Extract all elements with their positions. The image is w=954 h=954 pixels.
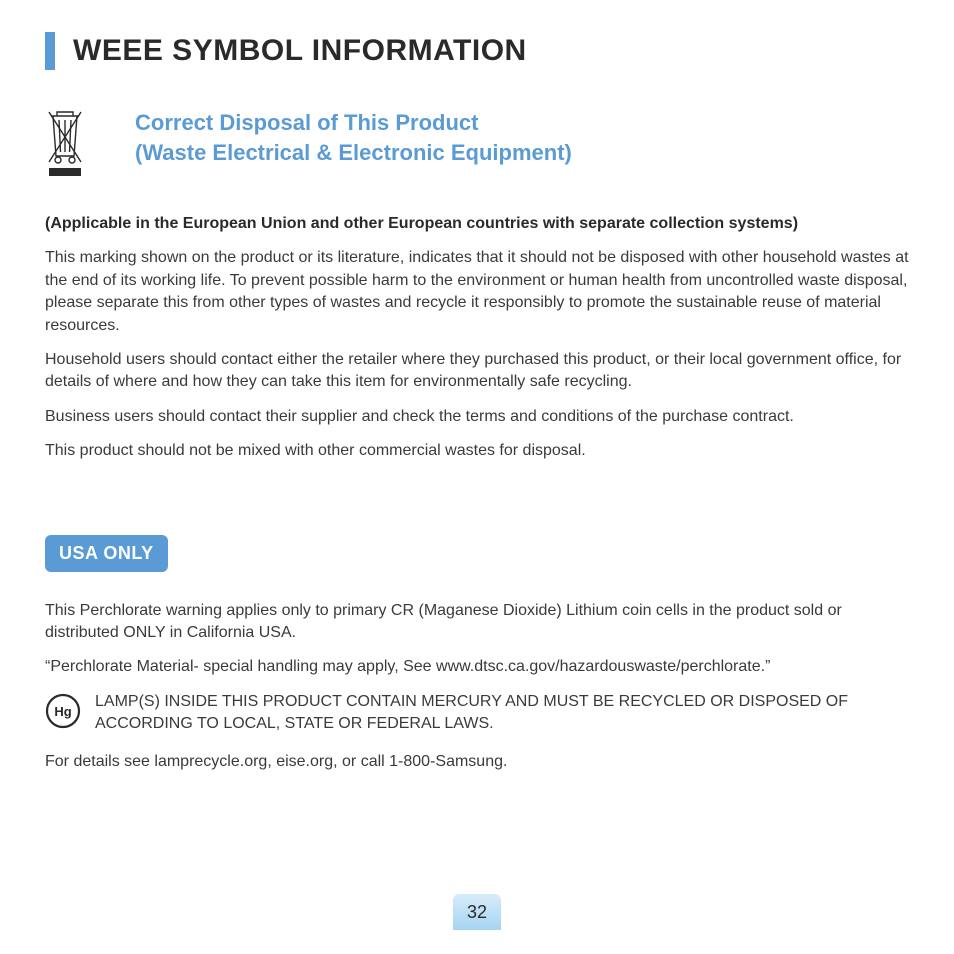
page-title: WEEE SYMBOL INFORMATION (73, 34, 527, 68)
applicable-note: (Applicable in the European Union and ot… (45, 213, 909, 235)
usa-paragraph-3: For details see lamprecycle.org, eise.or… (45, 751, 909, 773)
eu-paragraph-1: This marking shown on the product or its… (45, 247, 909, 337)
usa-only-badge: USA ONLY (45, 535, 168, 572)
subtitle-line2: (Waste Electrical & Electronic Equipment… (135, 138, 572, 168)
title-accent-bar (45, 32, 55, 70)
title-row: WEEE SYMBOL INFORMATION (45, 32, 909, 70)
subtitle: Correct Disposal of This Product (Waste … (135, 108, 572, 167)
usa-paragraph-2: “Perchlorate Material- special handling … (45, 656, 909, 678)
eu-paragraph-2: Household users should contact either th… (45, 349, 909, 394)
mercury-warning-row: Hg LAMP(S) INSIDE THIS PRODUCT CONTAIN M… (45, 691, 909, 736)
section-gap (45, 475, 909, 535)
svg-text:Hg: Hg (54, 704, 71, 719)
eu-paragraph-3: Business users should contact their supp… (45, 406, 909, 428)
subtitle-line1: Correct Disposal of This Product (135, 108, 572, 138)
page-number-badge: 32 (453, 894, 501, 930)
weee-bin-icon (45, 108, 135, 183)
mercury-warning-text: LAMP(S) INSIDE THIS PRODUCT CONTAIN MERC… (95, 691, 909, 736)
usa-paragraph-1: This Perchlorate warning applies only to… (45, 600, 909, 645)
mercury-hg-icon: Hg (45, 693, 81, 734)
subtitle-row: Correct Disposal of This Product (Waste … (45, 108, 909, 183)
page-number: 32 (453, 894, 501, 930)
eu-paragraph-4: This product should not be mixed with ot… (45, 440, 909, 462)
